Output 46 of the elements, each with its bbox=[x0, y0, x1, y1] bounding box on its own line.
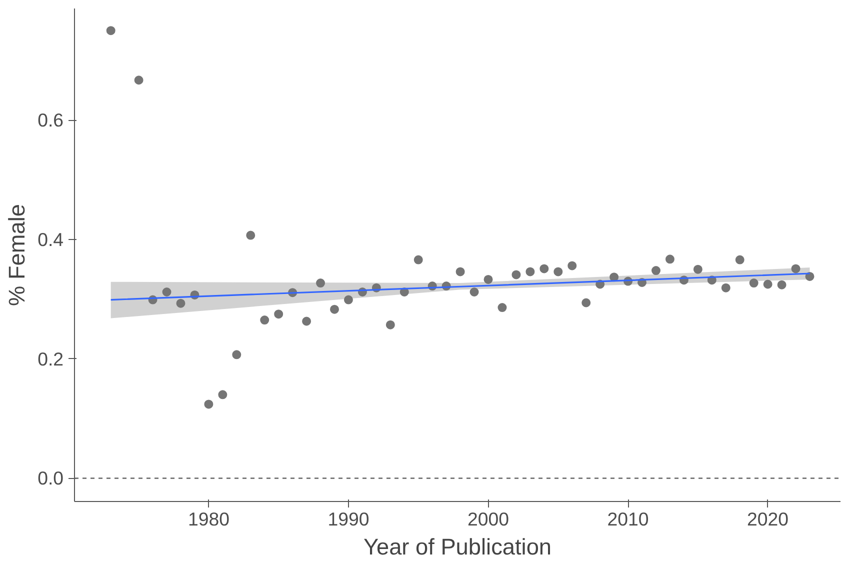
point bbox=[274, 310, 284, 319]
y-tick-label: 0.2 bbox=[38, 348, 64, 370]
point bbox=[162, 288, 172, 296]
point bbox=[414, 255, 423, 264]
y-tick-label: 0.0 bbox=[38, 468, 64, 489]
point bbox=[386, 320, 395, 330]
point bbox=[554, 267, 563, 276]
point bbox=[665, 254, 674, 264]
x-tick-label: 2000 bbox=[468, 508, 510, 530]
x-tick-label: 1990 bbox=[328, 508, 370, 530]
point bbox=[721, 283, 730, 292]
point bbox=[735, 255, 744, 264]
x-tick-label: 2010 bbox=[607, 508, 649, 530]
point bbox=[568, 261, 577, 270]
point bbox=[176, 298, 186, 308]
point bbox=[106, 26, 116, 36]
point bbox=[204, 400, 214, 409]
point bbox=[260, 316, 270, 325]
point bbox=[246, 230, 256, 240]
point bbox=[749, 278, 758, 288]
x-axis-title: Year of Publication bbox=[363, 534, 552, 560]
point bbox=[763, 280, 772, 289]
x-tick-label: 1980 bbox=[188, 508, 230, 530]
point bbox=[512, 270, 521, 280]
point bbox=[316, 278, 326, 288]
point bbox=[470, 288, 479, 296]
point bbox=[526, 267, 535, 276]
y-tick-label: 0.4 bbox=[38, 228, 64, 250]
point bbox=[777, 280, 786, 290]
point bbox=[456, 267, 465, 276]
point bbox=[498, 303, 507, 312]
point bbox=[302, 316, 312, 326]
point bbox=[232, 350, 242, 360]
point bbox=[484, 274, 493, 284]
point bbox=[693, 264, 702, 274]
point bbox=[344, 295, 353, 304]
point bbox=[582, 298, 591, 308]
x-tick-label: 2020 bbox=[747, 508, 789, 530]
point bbox=[540, 264, 549, 274]
point bbox=[330, 304, 339, 314]
point bbox=[218, 390, 228, 400]
y-tick-label: 0.6 bbox=[38, 110, 64, 131]
point bbox=[791, 264, 800, 274]
point bbox=[651, 266, 660, 276]
point bbox=[134, 76, 144, 85]
y-axis-title: % Female bbox=[4, 204, 30, 306]
